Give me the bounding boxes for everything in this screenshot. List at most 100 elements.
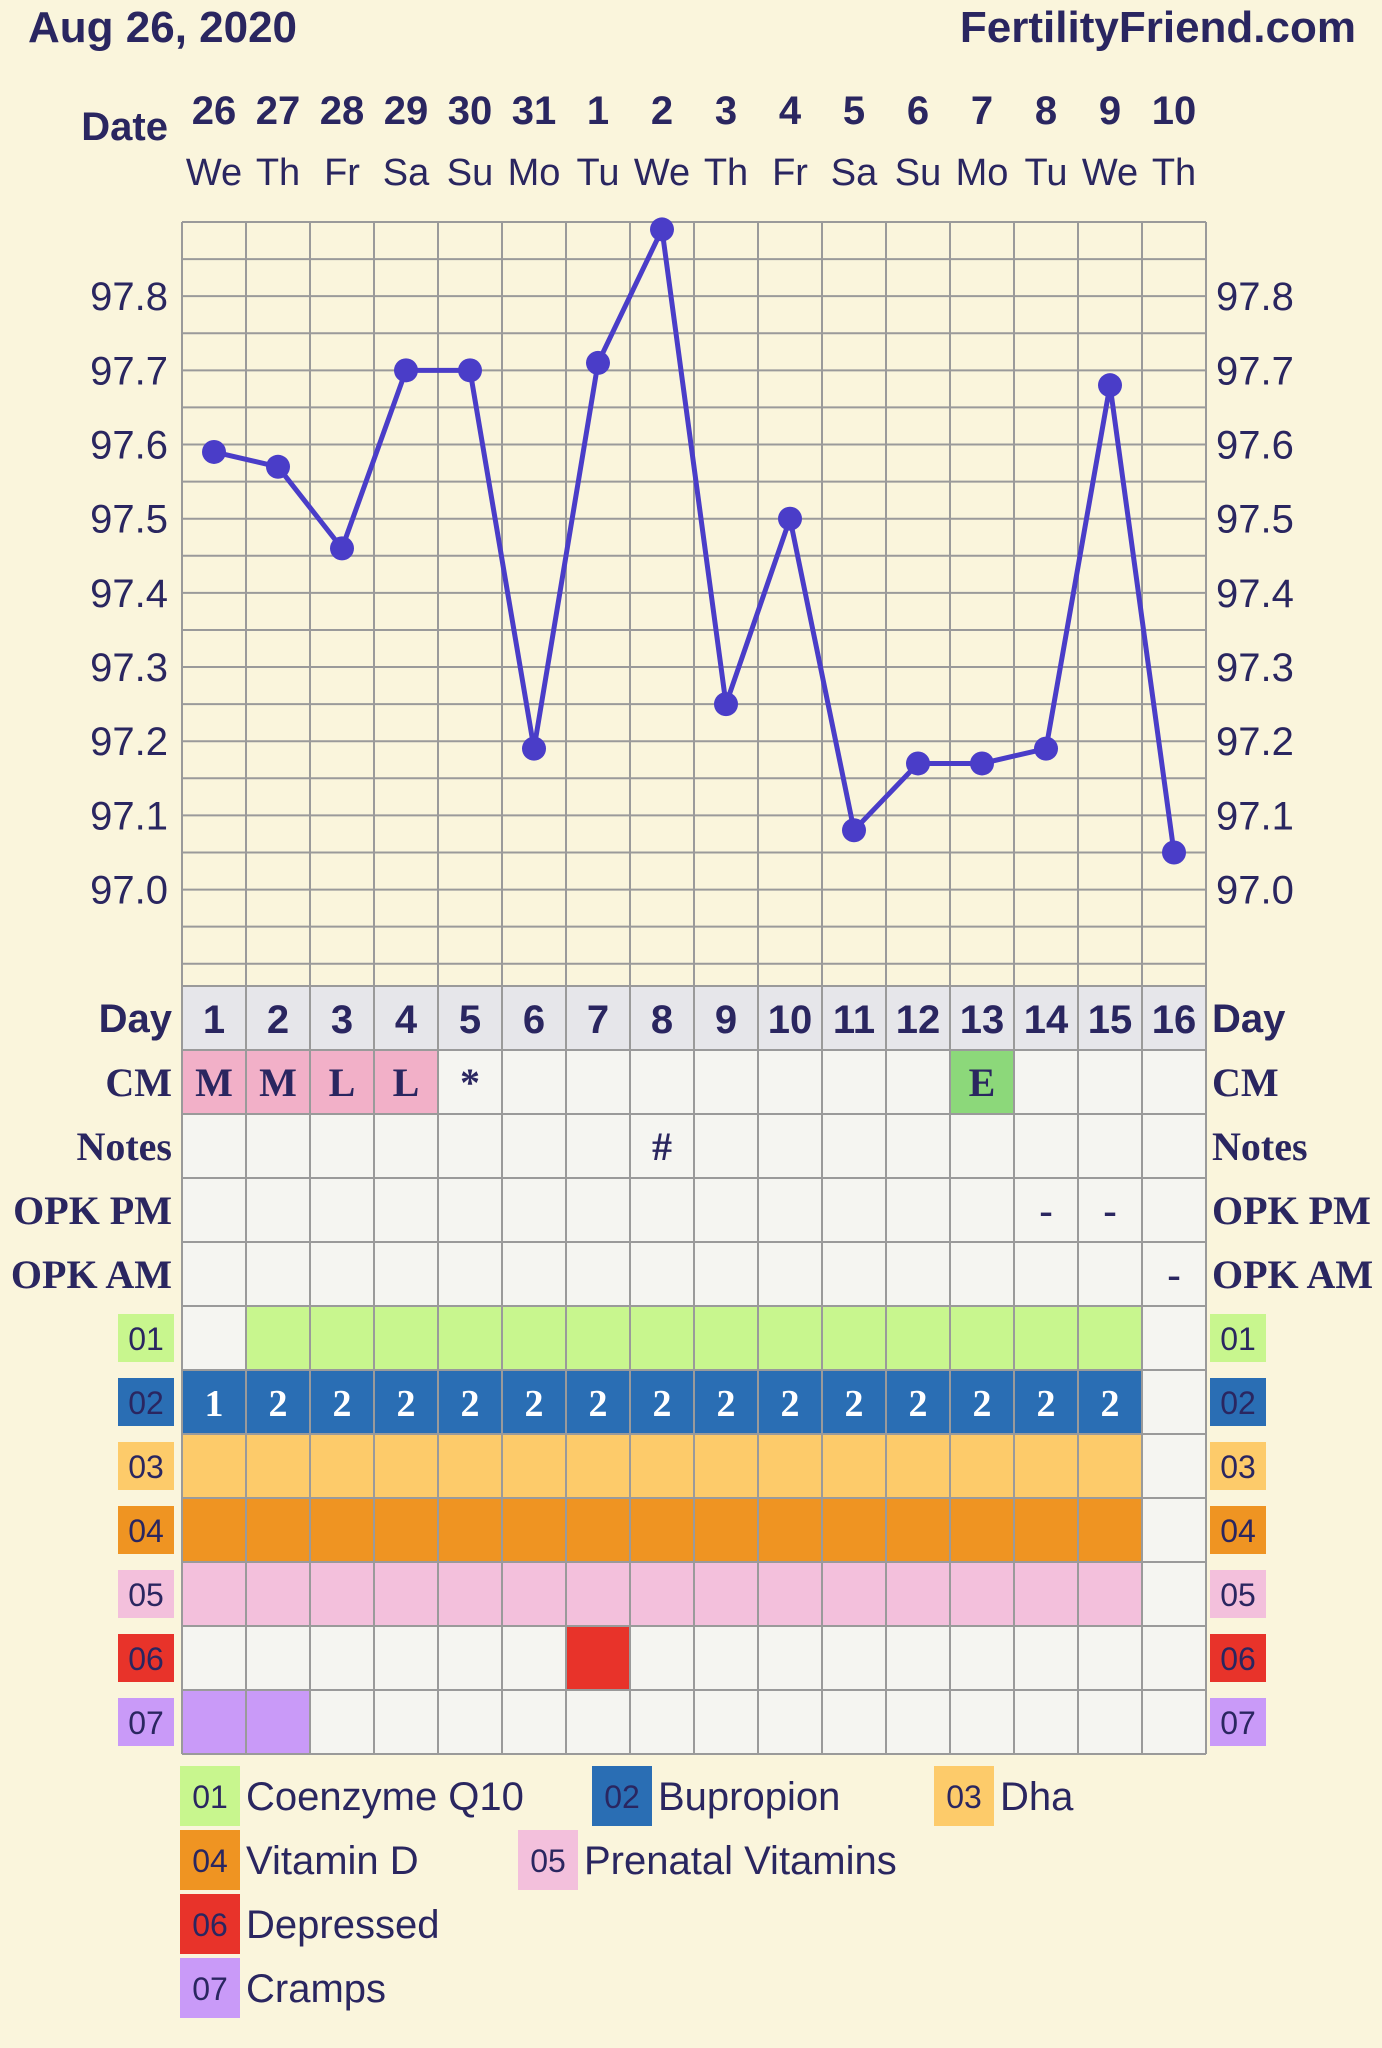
- tracker-badge-id: 02: [1220, 1385, 1256, 1421]
- tracker-badge-id: 03: [1220, 1449, 1256, 1485]
- cycle-day-label: 6: [523, 998, 545, 1042]
- tracker-cell: [182, 1498, 246, 1562]
- tracker-cell: [502, 1562, 566, 1626]
- y-tick-label: 97.0: [90, 869, 168, 913]
- weekday-label: Sa: [383, 152, 430, 194]
- tracker-cell: [950, 1562, 1014, 1626]
- date-label: 8: [1035, 89, 1057, 133]
- tracker-cell: [1078, 1306, 1142, 1370]
- cm-cell: [374, 1050, 438, 1114]
- tracker-cell-value: 1: [205, 1383, 224, 1425]
- tracker-cell: [950, 1306, 1014, 1370]
- tracker-badge-id: 05: [128, 1577, 164, 1613]
- legend-swatch: [934, 1766, 994, 1826]
- weekday-label: Th: [704, 152, 748, 194]
- date-label: 4: [779, 89, 802, 133]
- temperature-point: [714, 692, 738, 717]
- tracker-badge: [118, 1506, 174, 1554]
- weekday-label: Su: [895, 152, 941, 194]
- cm-value: L: [393, 1060, 420, 1105]
- tracker-cell: [758, 1370, 822, 1434]
- tracker-badge: [1210, 1506, 1266, 1554]
- tracker-cell: [886, 1562, 950, 1626]
- tracker-cell: [374, 1370, 438, 1434]
- cm-row-label: CM: [1212, 1060, 1279, 1105]
- tracker-cell: [374, 1498, 438, 1562]
- y-tick-label: 97.7: [90, 349, 168, 393]
- tracker-badge: [1210, 1570, 1266, 1618]
- temperature-line: [213, 226, 1177, 853]
- tracker-cell: [438, 1306, 502, 1370]
- weekday-label: We: [186, 152, 242, 194]
- tracker-cell: [630, 1306, 694, 1370]
- legend-swatch-id: 05: [530, 1843, 566, 1879]
- tracker-badge: [1210, 1378, 1266, 1426]
- tracker-cell: [694, 1498, 758, 1562]
- tracker-cell-value: 2: [653, 1383, 672, 1425]
- tracker-cell: [502, 1498, 566, 1562]
- legend-entry: Cramps: [246, 1967, 386, 2011]
- tracker-cell: [502, 1434, 566, 1498]
- tracker-cell: [822, 1434, 886, 1498]
- legend-swatch-id: 07: [192, 1971, 228, 2007]
- y-tick-label: 97.3: [90, 646, 168, 690]
- legend-swatch-id: 02: [604, 1779, 640, 1815]
- tracker-badge: [1210, 1314, 1266, 1362]
- cycle-day-label: 9: [715, 998, 737, 1042]
- tracker-badge-id: 03: [128, 1449, 164, 1485]
- tracker-cell: [566, 1306, 630, 1370]
- tracker-cell: [1014, 1434, 1078, 1498]
- tracker-cell: [566, 1434, 630, 1498]
- date-label: 2: [651, 89, 673, 133]
- tracker-badge-id: 06: [1220, 1641, 1256, 1677]
- tracker-cell: [438, 1498, 502, 1562]
- temperature-point: [650, 217, 674, 242]
- tracker-badge-id: 04: [128, 1513, 164, 1549]
- y-tick-label: 97.2: [90, 720, 168, 764]
- weekday-label: Fr: [324, 152, 360, 194]
- tracker-cell: [566, 1626, 630, 1690]
- tracker-cell: [694, 1434, 758, 1498]
- opk-pm-value: -: [1039, 1188, 1052, 1233]
- tracker-cell: [502, 1370, 566, 1434]
- weekday-label: Mo: [508, 152, 561, 194]
- weekday-label: Fr: [772, 152, 808, 194]
- notes-row-label: Notes: [76, 1124, 172, 1169]
- cycle-day-label: 2: [267, 998, 289, 1042]
- legend-entry: Bupropion: [658, 1775, 840, 1819]
- opk-pm-row-label: OPK PM: [13, 1188, 172, 1233]
- tracker-cell: [246, 1498, 310, 1562]
- date-label: 26: [192, 89, 237, 133]
- tracker-cell-value: 2: [269, 1383, 288, 1425]
- legend-swatch: [180, 1830, 240, 1890]
- date-label: 29: [384, 89, 429, 133]
- weekday-label: Th: [1152, 152, 1196, 194]
- tracker-cell: [310, 1370, 374, 1434]
- y-tick-label: 97.4: [90, 572, 168, 616]
- cm-value: M: [259, 1060, 297, 1105]
- legend-swatch: [180, 1894, 240, 1954]
- cycle-day-label: 16: [1152, 998, 1197, 1042]
- tracker-cell: [182, 1434, 246, 1498]
- tracker-cell: [1014, 1562, 1078, 1626]
- temperature-point: [1034, 736, 1058, 761]
- y-tick-label: 97.5: [90, 498, 168, 542]
- legend-swatch-id: 03: [946, 1779, 982, 1815]
- tracker-cell: [758, 1562, 822, 1626]
- tracker-cell-value: 2: [781, 1383, 800, 1425]
- legend-entry: Vitamin D: [246, 1839, 419, 1883]
- tracker-cell: [438, 1434, 502, 1498]
- tracker-cell-value: 2: [717, 1383, 736, 1425]
- legend-swatch-id: 06: [192, 1907, 228, 1943]
- temperature-point: [458, 358, 482, 383]
- legend-swatch: [592, 1766, 652, 1826]
- date-label: 3: [715, 89, 737, 133]
- tracker-badge-id: 01: [128, 1321, 164, 1357]
- tracker-cell: [950, 1434, 1014, 1498]
- tracker-badge-id: 07: [128, 1705, 164, 1741]
- tracker-cell-value: 2: [589, 1383, 608, 1425]
- weekday-label: Tu: [577, 152, 620, 194]
- date-label: 10: [1152, 89, 1197, 133]
- date-label: 28: [320, 89, 365, 133]
